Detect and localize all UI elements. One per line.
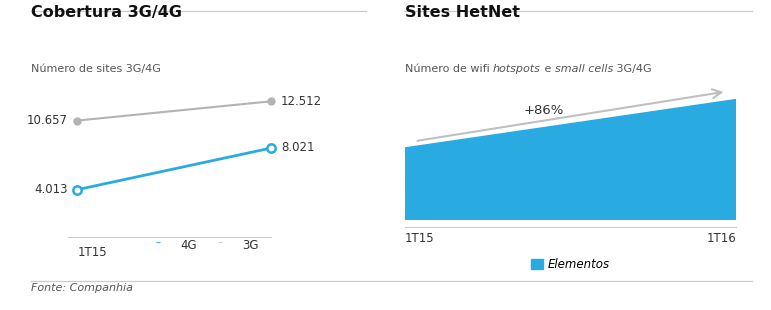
Text: 4G: 4G <box>180 239 197 252</box>
Text: 1T16: 1T16 <box>706 232 736 245</box>
Text: 12.512: 12.512 <box>281 95 322 108</box>
Text: 10.657: 10.657 <box>27 114 68 127</box>
Text: hotspots: hotspots <box>493 64 541 73</box>
Text: Sites HetNet: Sites HetNet <box>405 5 520 20</box>
Text: Número de wifi: Número de wifi <box>405 64 493 73</box>
Text: +86%: +86% <box>524 104 564 117</box>
Text: e: e <box>541 64 555 73</box>
Text: 1T15: 1T15 <box>77 246 107 259</box>
Polygon shape <box>405 99 736 220</box>
Legend: Elementos: Elementos <box>531 258 610 271</box>
Text: 4.013: 4.013 <box>34 183 68 196</box>
Text: 3G/4G: 3G/4G <box>613 64 651 73</box>
Text: 3G: 3G <box>242 239 259 252</box>
Text: Cobertura 3G/4G: Cobertura 3G/4G <box>31 5 182 20</box>
Text: Número de sites 3G/4G: Número de sites 3G/4G <box>31 64 160 73</box>
Text: 1T15: 1T15 <box>405 232 434 245</box>
Text: small cells: small cells <box>555 64 613 73</box>
Text: 8.021: 8.021 <box>281 141 315 154</box>
Text: Fonte: Companhia: Fonte: Companhia <box>31 283 133 293</box>
